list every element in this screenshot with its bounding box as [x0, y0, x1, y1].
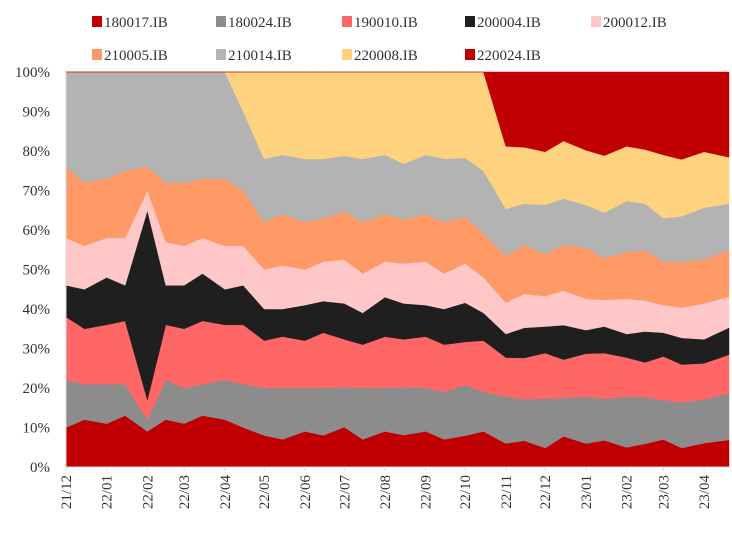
legend-label: 200004.IB [477, 15, 541, 31]
y-tick-label: 60% [23, 223, 51, 239]
y-tick-label: 40% [23, 302, 51, 318]
legend-swatch [92, 49, 102, 60]
legend-label: 210014.IB [228, 48, 292, 64]
x-tick-label: 22/06 [298, 475, 314, 510]
x-tick-label: 22/01 [100, 475, 116, 509]
legend-swatch [216, 16, 226, 27]
x-tick-label: 22/07 [337, 475, 353, 510]
area-series-220024-ib [66, 71, 730, 160]
x-tick-label: 22/12 [538, 475, 554, 509]
y-tick-label: 0% [30, 460, 50, 476]
legend-swatch [216, 49, 226, 60]
y-tick-label: 70% [23, 184, 51, 200]
legend-label: 180024.IB [228, 15, 292, 31]
x-tick-label: 23/04 [697, 475, 713, 510]
x-tick-label: 21/12 [59, 475, 75, 509]
y-tick-label: 90% [23, 105, 51, 121]
y-tick-label: 50% [23, 263, 51, 279]
x-tick-label: 22/11 [499, 475, 515, 509]
legend-label: 210005.IB [104, 48, 168, 64]
legend-swatch [92, 16, 102, 27]
y-tick-label: 30% [23, 342, 51, 358]
x-tick-label: 22/08 [378, 475, 394, 509]
x-tick-label: 22/02 [140, 475, 156, 509]
y-tick-label: 10% [23, 421, 51, 437]
x-tick-label: 22/05 [257, 475, 273, 509]
legend-swatch [342, 49, 352, 60]
x-tick-label: 22/04 [218, 475, 234, 510]
x-tick-label: 22/10 [458, 475, 474, 509]
y-tick-label: 100% [15, 65, 50, 81]
legend-label: 220024.IB [477, 48, 541, 64]
legend-label: 190010.IB [354, 15, 418, 31]
plot-areas [65, 71, 730, 468]
x-tick-label: 22/03 [177, 475, 193, 509]
x-tick-label: 22/09 [419, 475, 435, 509]
legend-swatch [465, 16, 475, 27]
legend-label: 220008.IB [354, 48, 418, 64]
x-tick-label: 23/03 [656, 475, 672, 509]
legend-swatch [342, 16, 352, 27]
legend-label: 200012.IB [603, 15, 667, 31]
legend-swatch [591, 16, 601, 27]
y-tick-label: 20% [23, 381, 51, 397]
axes: 0% 10% 20% 30% 40% 50% 60% 70% 80% 90% 100% 21/12 22… [15, 65, 729, 509]
x-tick-label: 23/02 [620, 475, 636, 509]
x-tick-label: 23/01 [579, 475, 595, 509]
legend-swatch [465, 49, 475, 60]
y-tick-label: 80% [23, 144, 51, 160]
legend: 180017.IB 180024.IB 190010.IB 200004.IB 2000… [92, 15, 667, 64]
legend-label: 180017.IB [104, 15, 168, 31]
